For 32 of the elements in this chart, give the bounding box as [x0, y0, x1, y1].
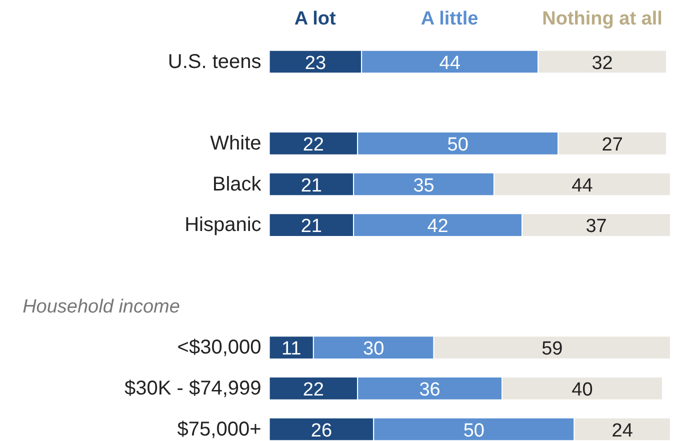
data-label: 36 — [419, 379, 440, 400]
data-label: 22 — [302, 379, 324, 400]
data-label: 21 — [300, 175, 322, 196]
data-label: 11 — [282, 338, 302, 360]
series-label: A little — [420, 8, 478, 30]
y-tick-label: $75,000+ — [177, 418, 262, 440]
text: Household income — [22, 296, 180, 318]
y-tick-label: $30K - $74,999 — [124, 377, 262, 400]
data-label: 26 — [310, 420, 332, 441]
data-label: 21 — [300, 216, 322, 238]
series-label: Nothing at all — [542, 8, 662, 30]
data-label: 44 — [439, 52, 461, 74]
data-label: 50 — [463, 420, 484, 441]
data-label: 50 — [447, 134, 468, 156]
data-label: 27 — [602, 134, 623, 156]
data-label: 35 — [413, 175, 434, 196]
data-label: 44 — [572, 175, 594, 196]
y-tick-label: Black — [212, 173, 262, 196]
data-label: 59 — [542, 338, 563, 360]
data-label: 40 — [572, 379, 593, 400]
data-label: 24 — [612, 420, 634, 441]
data-label: 32 — [592, 52, 613, 74]
y-tick-label: U.S. teens — [168, 50, 262, 73]
data-label: 23 — [304, 52, 326, 74]
y-tick-label: Hispanic — [184, 214, 262, 236]
data-label: 22 — [302, 134, 324, 156]
data-label: 30 — [363, 338, 384, 360]
y-tick-label: White — [210, 132, 262, 154]
data-label: 42 — [427, 216, 448, 238]
data-label: 37 — [586, 216, 607, 238]
series-label: A lot — [294, 8, 337, 30]
y-tick-label: <$30,000 — [177, 336, 262, 359]
